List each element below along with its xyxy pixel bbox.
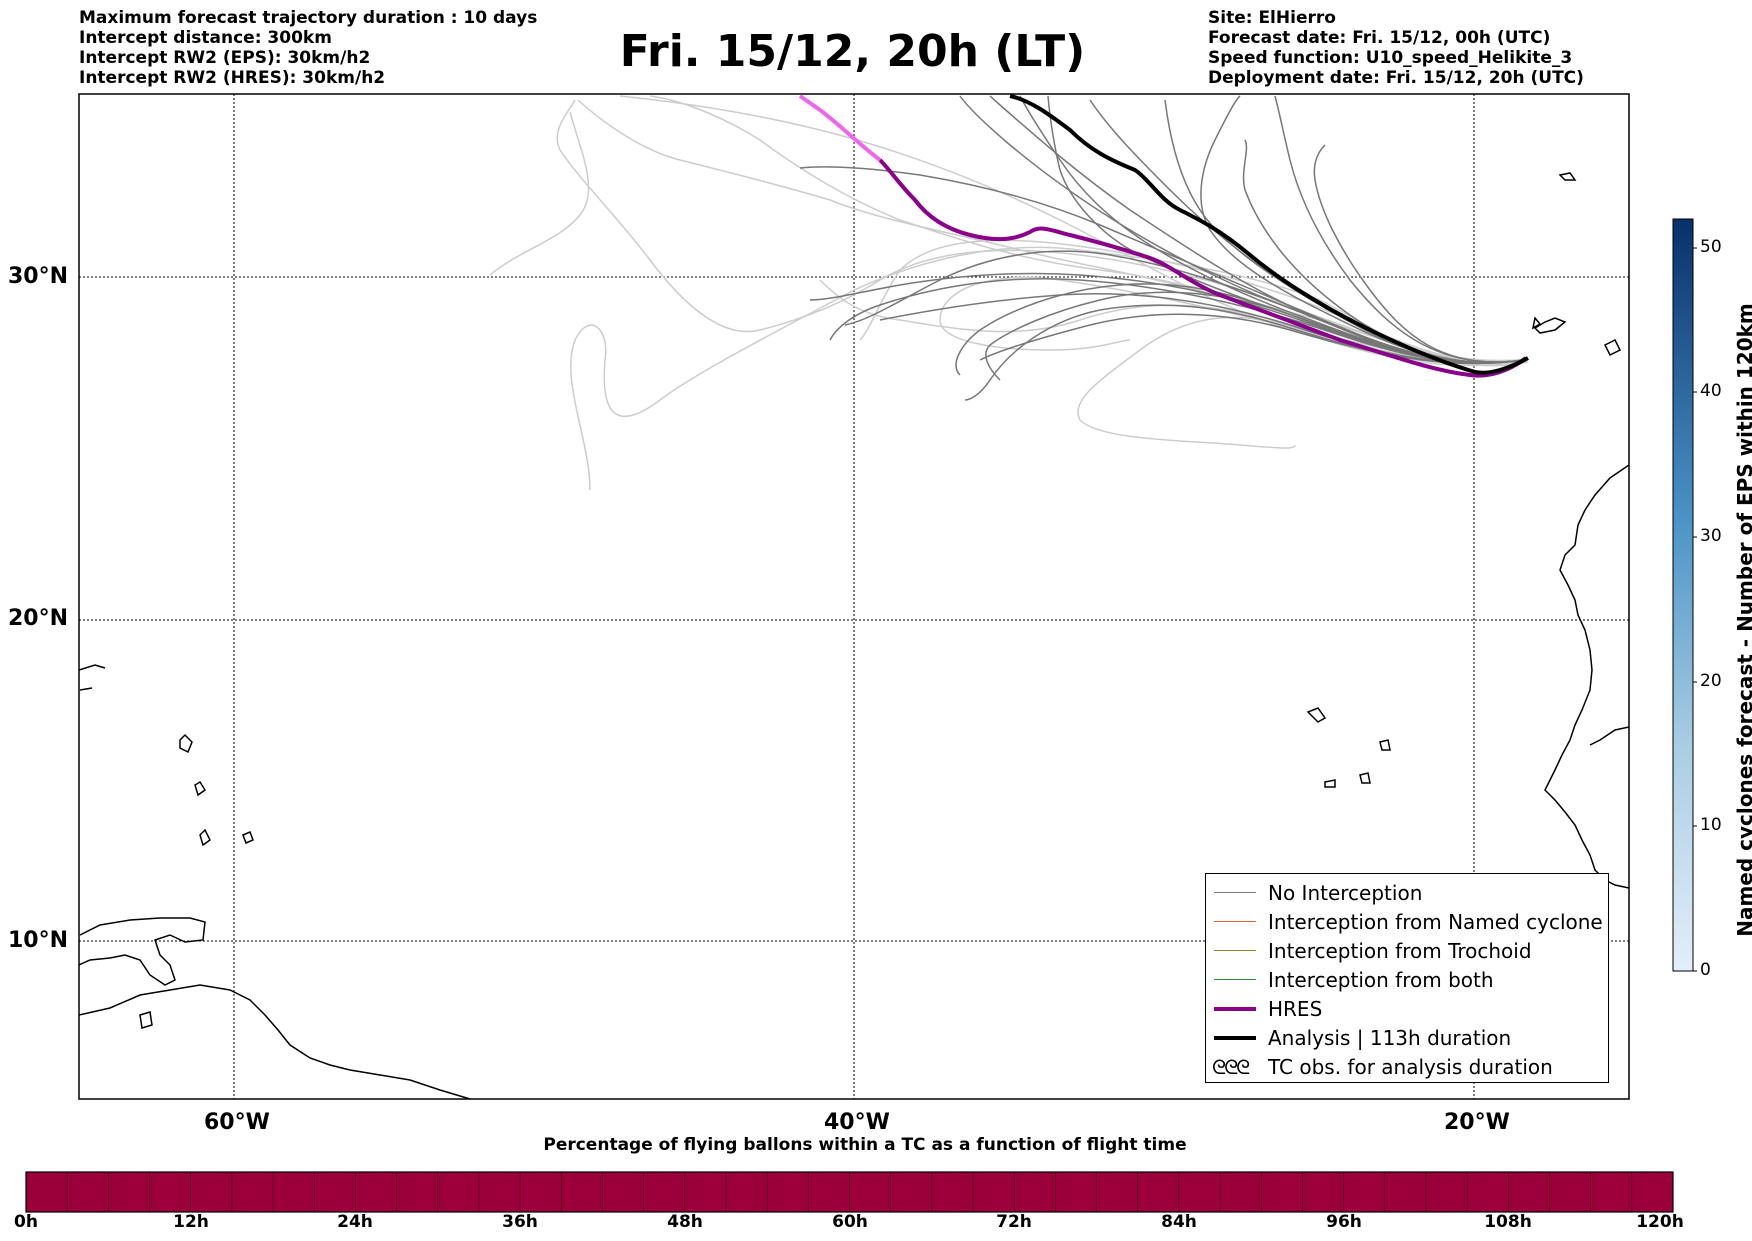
trajectory-gray	[879, 293, 1525, 364]
y-tick-label: 30°N	[8, 264, 69, 289]
legend-item: Interception from Trochoid	[1206, 936, 1608, 965]
trajectory-gray	[1019, 95, 1525, 364]
bottom-colorbar-tick: 60h	[832, 1212, 868, 1232]
trajectory-hres-pink	[798, 94, 882, 162]
y-tick-label: 10°N	[8, 928, 69, 953]
trajectory-gray	[979, 313, 1525, 365]
coast-antilles-1	[179, 733, 193, 754]
coast-madeira	[1558, 172, 1577, 181]
bottom-colorbar-tick: 12h	[173, 1212, 209, 1232]
coast-south-america	[79, 984, 471, 1099]
legend-label: Interception from both	[1268, 967, 1494, 992]
trajectory-light	[649, 95, 1521, 363]
legend-label: Interception from Named cyclone	[1268, 909, 1603, 934]
colorbar-right-ticks	[1693, 247, 1697, 972]
bottom-colorbar-tick: 48h	[667, 1212, 703, 1232]
colorbar-right	[1672, 218, 1694, 972]
bottom-colorbar-tick: 108h	[1484, 1212, 1532, 1232]
colorbar-tick-label: 30	[1700, 526, 1722, 546]
header-right-line: Speed function: U10_speed_Helikite_3	[1208, 48, 1573, 68]
coast-trinidad	[79, 917, 206, 986]
header-right-line: Forecast date: Fri. 15/12, 00h (UTC)	[1208, 28, 1551, 48]
coast-cape-verde-1	[1306, 707, 1327, 723]
legend-item: Analysis | 113h duration	[1206, 1023, 1608, 1052]
legend: No Interception Interception from Named …	[1205, 873, 1609, 1083]
trajectory-gray	[1274, 95, 1525, 363]
legend-swatch-both	[1214, 979, 1256, 980]
legend-swatch-analysis	[1214, 1035, 1256, 1040]
coast-antilles-4	[242, 831, 254, 844]
legend-item: No Interception	[1206, 878, 1608, 907]
colorbar-tick-label: 10	[1700, 815, 1722, 835]
colorbar-tick-label: 20	[1700, 671, 1722, 691]
legend-label: Interception from Trochoid	[1268, 938, 1532, 963]
tc-obs-icon: ᘓᘓᘓ	[1212, 1054, 1250, 1079]
coast-canary-1	[1533, 317, 1567, 334]
legend-item: Interception from Named cyclone	[1206, 907, 1608, 936]
bottom-colorbar-tick: 72h	[996, 1212, 1032, 1232]
coast-antilles-2	[194, 780, 207, 797]
bottom-colorbar-tick: 36h	[502, 1212, 538, 1232]
header-left-line: Intercept RW2 (HRES): 30km/h2	[79, 68, 386, 88]
legend-label: HRES	[1268, 996, 1323, 1021]
trajectory-light	[570, 246, 1529, 491]
colorbar-bottom-grid	[66, 1172, 1633, 1212]
bottom-colorbar-tick: 120h	[1636, 1212, 1684, 1232]
colorbar-title: Named cyclones forecast - Number of EPS …	[1733, 303, 1752, 937]
colorbar-tick-label: 40	[1700, 381, 1722, 401]
legend-label: TC obs. for analysis duration	[1268, 1054, 1553, 1079]
coast-africa-north	[1589, 726, 1629, 746]
trajectory-hres	[878, 158, 1528, 378]
trajectories	[489, 94, 1529, 491]
coast-canary-3	[1531, 316, 1542, 330]
main-title: Fri. 15/12, 20h (LT)	[619, 26, 1086, 77]
trajectory-gray	[809, 272, 1525, 364]
x-tick-label: 60°W	[204, 1110, 270, 1135]
legend-label: No Interception	[1268, 880, 1423, 905]
coast-leeward	[79, 664, 106, 691]
x-tick-label: 40°W	[824, 1110, 890, 1135]
legend-swatch-trochoid	[1214, 950, 1256, 951]
legend-swatch-no-interception	[1214, 892, 1256, 893]
header-left-line: Maximum forecast trajectory duration : 1…	[79, 8, 538, 28]
legend-item: ᘓᘓᘓ TC obs. for analysis duration	[1206, 1052, 1608, 1081]
coast-cape-verde-3	[1359, 772, 1371, 784]
coastlines	[79, 172, 1629, 1099]
bottom-colorbar-title: Percentage of flying ballons within a TC…	[543, 1135, 1187, 1155]
trajectory-gray	[1313, 144, 1525, 363]
trajectory-analysis	[1009, 94, 1529, 375]
legend-item: HRES	[1206, 994, 1608, 1023]
coast-barbados	[139, 1011, 153, 1029]
header-left-line: Intercept distance: 300km	[79, 28, 332, 48]
header-left-info: Maximum forecast trajectory duration : 1…	[79, 8, 537, 88]
y-tick-label: 20°N	[8, 606, 69, 631]
coast-canary-2	[1603, 338, 1622, 357]
header-right-info: Site: ElHierro Forecast date: Fri. 15/12…	[1208, 8, 1584, 88]
legend-swatch-hres	[1214, 1006, 1256, 1011]
bottom-colorbar-tick: 84h	[1161, 1212, 1197, 1232]
bottom-colorbar-tick: 0h	[14, 1212, 38, 1232]
trajectory-light	[819, 279, 1521, 362]
colorbar-tick-label: 0	[1700, 960, 1711, 980]
trajectory-gray	[959, 95, 1525, 364]
legend-label: Analysis | 113h duration	[1268, 1025, 1512, 1050]
bottom-colorbar-tick: 24h	[337, 1212, 373, 1232]
legend-swatch-named-cyclone	[1214, 921, 1256, 922]
coast-cape-verde-2	[1379, 739, 1391, 751]
colorbar-tick-label: 50	[1700, 237, 1722, 257]
header-right-line: Site: ElHierro	[1208, 8, 1336, 28]
header-left-line: Intercept RW2 (EPS): 30km/h2	[79, 48, 371, 68]
coast-antilles-3	[199, 828, 211, 847]
coast-cape-verde-4	[1324, 779, 1336, 788]
trajectory-light	[619, 95, 1521, 367]
x-tick-label: 20°W	[1444, 1110, 1510, 1135]
coast-africa	[1544, 464, 1629, 889]
header-right-line: Deployment date: Fri. 15/12, 20h (UTC)	[1208, 68, 1584, 88]
bottom-colorbar-tick: 96h	[1326, 1212, 1362, 1232]
legend-item: Interception from both	[1206, 965, 1608, 994]
